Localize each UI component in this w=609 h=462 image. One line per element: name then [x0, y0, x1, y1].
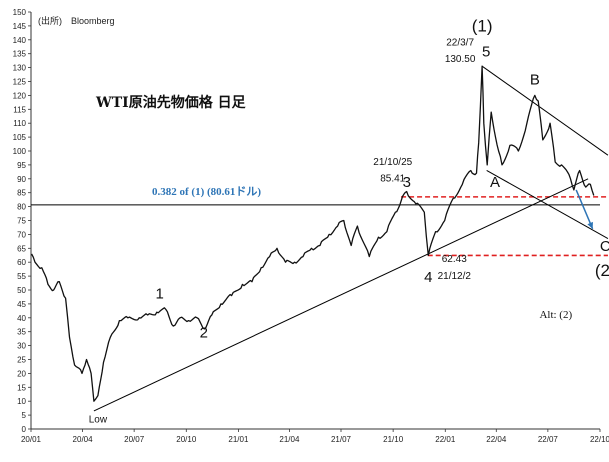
annotation-label: 22/3/7	[446, 37, 474, 48]
annotation-label: 130.50	[445, 54, 476, 65]
y-tick-label: 100	[13, 147, 27, 156]
chart-guides	[31, 65, 609, 412]
chart-series	[31, 65, 595, 402]
annotation-label: 62.43	[442, 254, 467, 265]
chart-annotations: Low 1 2 21/10/25 85.413 4 62.43 21/12/2 (1) 5 22/3…	[89, 16, 609, 425]
annotation-label: 2	[200, 324, 208, 341]
y-tick-label: 75	[17, 217, 26, 226]
annotation-label: 3	[403, 174, 411, 191]
y-tick-label: 105	[13, 133, 27, 142]
annotation-label: A	[490, 174, 500, 191]
y-tick-label: 120	[13, 91, 27, 100]
data-source: (出所) Bloomberg	[38, 15, 115, 26]
y-tick-label: 130	[13, 64, 27, 73]
trend-line	[93, 178, 589, 412]
annotation-label: B	[530, 71, 540, 88]
y-tick-label: 0	[22, 425, 27, 434]
projection-arrow-shaft	[575, 189, 594, 230]
y-tick-label: 25	[17, 356, 26, 365]
channel-lower-line	[486, 170, 609, 240]
x-tick-label: 20/07	[124, 435, 145, 444]
y-tick-label: 125	[13, 78, 27, 87]
x-tick-label: 22/01	[435, 435, 456, 444]
x-tick-label: 22/07	[538, 435, 559, 444]
annotation-label: 21/12/2	[438, 271, 472, 282]
x-tick-label: 21/04	[279, 435, 300, 444]
y-tick-label: 60	[17, 258, 26, 267]
y-tick-label: 95	[17, 161, 26, 170]
fib-label: 0.382 of (1) (80.61ドル)	[152, 185, 261, 198]
y-tick-label: 45	[17, 300, 26, 309]
y-tick-label: 150	[13, 8, 27, 17]
annotation-label: (1)	[472, 16, 493, 35]
y-tick-label: 140	[13, 36, 27, 45]
y-tick-label: 145	[13, 22, 27, 31]
annotation-label: 21/10/25	[373, 157, 412, 168]
y-tick-label: 90	[17, 175, 26, 184]
x-tick-label: 21/01	[228, 435, 249, 444]
projection-arrow-head	[587, 221, 593, 229]
y-tick-label: 15	[17, 383, 26, 392]
channel-upper-line	[481, 65, 609, 156]
x-tick-label: 21/10	[383, 435, 404, 444]
y-tick-label: 35	[17, 328, 26, 337]
x-tick-label: 20/01	[21, 435, 42, 444]
annotation-label: C	[600, 238, 609, 255]
annotation-label: (2)	[595, 261, 609, 280]
y-tick-label: 135	[13, 50, 27, 59]
chart-title: WTI原油先物価格 日足	[95, 94, 247, 111]
y-tick-label: 30	[17, 342, 26, 351]
price-line	[31, 65, 595, 402]
annotation-label: 4	[424, 269, 432, 286]
y-tick-label: 70	[17, 230, 26, 239]
annotation-label: Alt: (2)	[539, 309, 572, 321]
annotation-label: 85.41	[380, 174, 405, 185]
annotation-label: 1	[155, 285, 163, 302]
chart-axes: 0510152025303540455055606570758085909510…	[13, 8, 609, 444]
y-tick-label: 50	[17, 286, 26, 295]
y-tick-label: 5	[22, 411, 27, 420]
y-tick-label: 20	[17, 369, 26, 378]
y-tick-label: 80	[17, 203, 26, 212]
y-tick-label: 55	[17, 272, 26, 281]
x-tick-label: 22/04	[486, 435, 507, 444]
x-tick-label: 22/10	[590, 435, 609, 444]
y-tick-label: 10	[17, 397, 26, 406]
y-tick-label: 110	[13, 119, 26, 128]
annotation-label: 5	[482, 43, 490, 60]
annotation-label: Low	[89, 414, 108, 425]
x-tick-label: 20/10	[176, 435, 197, 444]
y-tick-label: 115	[13, 105, 26, 114]
x-tick-label: 21/07	[331, 435, 352, 444]
x-tick-label: 20/04	[73, 435, 94, 444]
y-tick-label: 65	[17, 244, 26, 253]
y-tick-label: 85	[17, 189, 26, 198]
y-tick-label: 40	[17, 314, 26, 323]
